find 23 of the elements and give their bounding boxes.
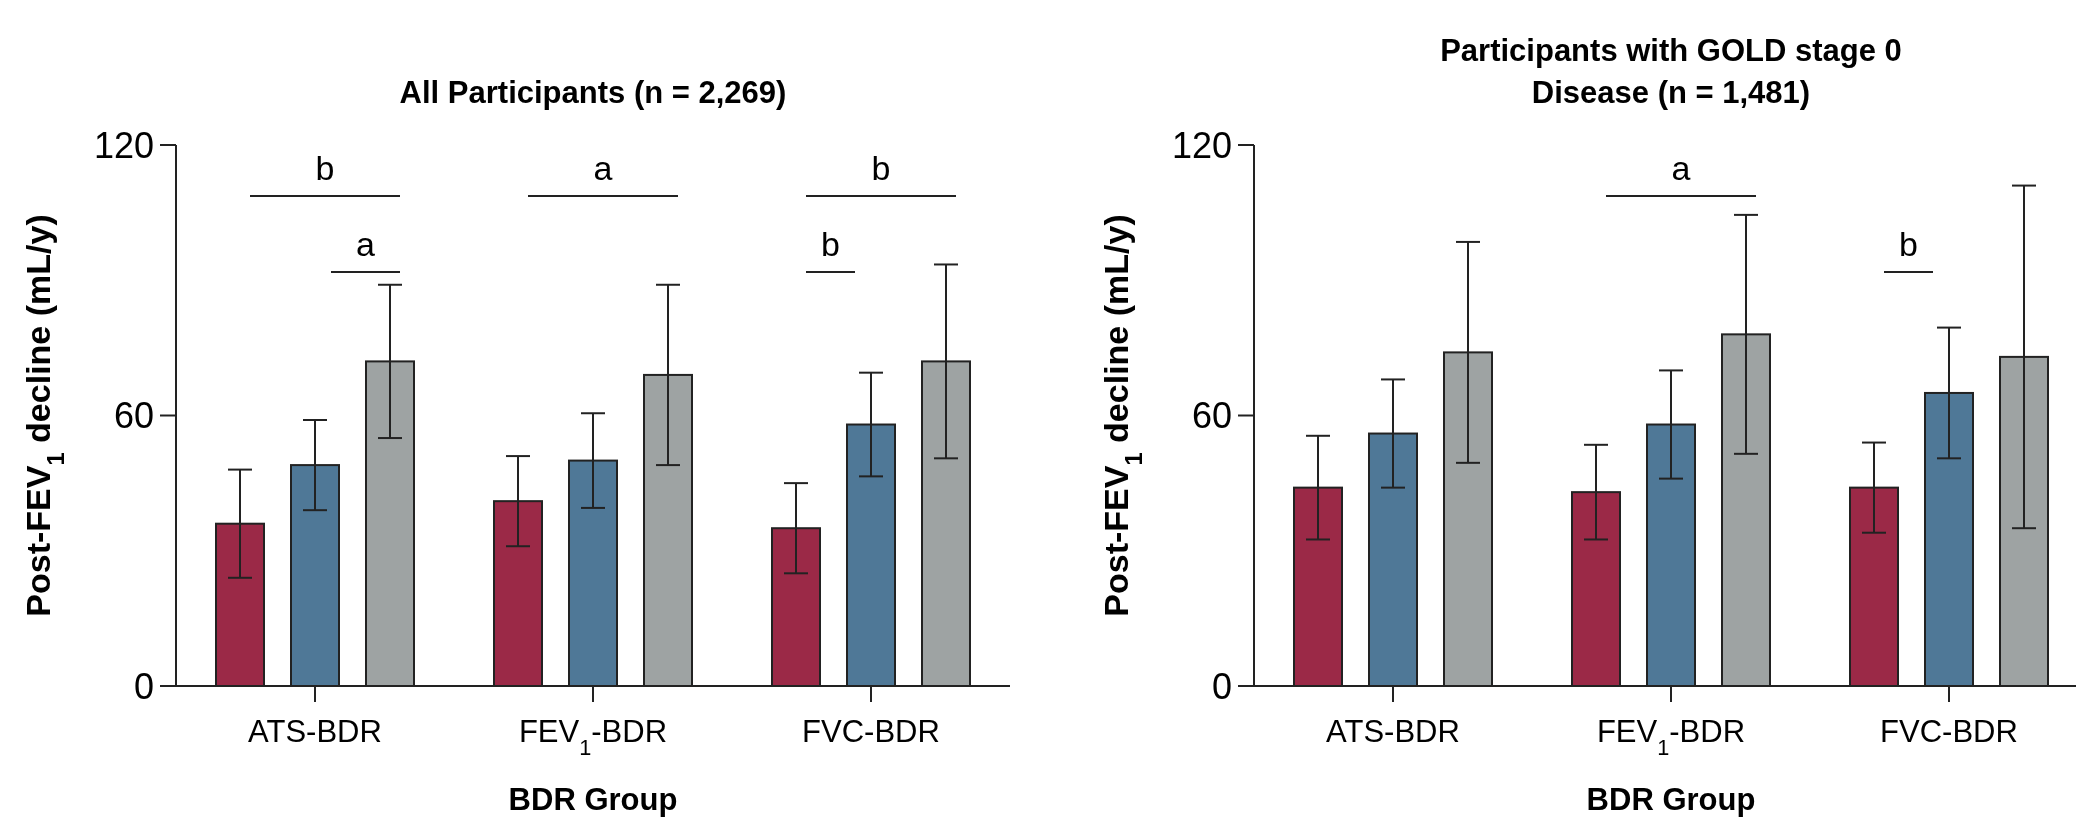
annotation: a <box>356 225 376 263</box>
annotation: a <box>1671 149 1691 187</box>
y-tick-label: 60 <box>1191 395 1232 437</box>
annotation: b <box>1899 225 1918 263</box>
x-tick-label: ATS-BDR <box>248 714 382 749</box>
y-tick-label: 0 <box>133 665 154 707</box>
chart-title: Participants with GOLD stage 0 Disease (n = 1,481) <box>1440 33 1902 110</box>
x-tick-label: FVC-BDR <box>802 714 940 749</box>
y-tick-label: 60 <box>113 395 154 437</box>
x-tick-label: FEV$_{1}$-BDR <box>518 714 668 760</box>
y-tick-label: 0 <box>1211 665 1232 707</box>
y-tick-label: 120 <box>1171 124 1232 166</box>
chart-title: All Participants (n = 2,269) <box>399 75 787 110</box>
annotation: b <box>315 149 335 187</box>
annotation: a <box>593 149 613 187</box>
annotation: b <box>871 149 891 187</box>
x-tick-label: ATS-BDR <box>1326 714 1460 749</box>
x-tick-label: FEV$_{1}$-BDR <box>1596 714 1746 760</box>
x-axis-title: BDR Group <box>508 782 678 817</box>
x-axis-title: BDR Group <box>1586 782 1756 817</box>
annotation: b <box>821 225 840 263</box>
x-tick-label: FVC-BDR <box>1880 714 2018 749</box>
y-tick-label: 120 <box>93 124 154 166</box>
